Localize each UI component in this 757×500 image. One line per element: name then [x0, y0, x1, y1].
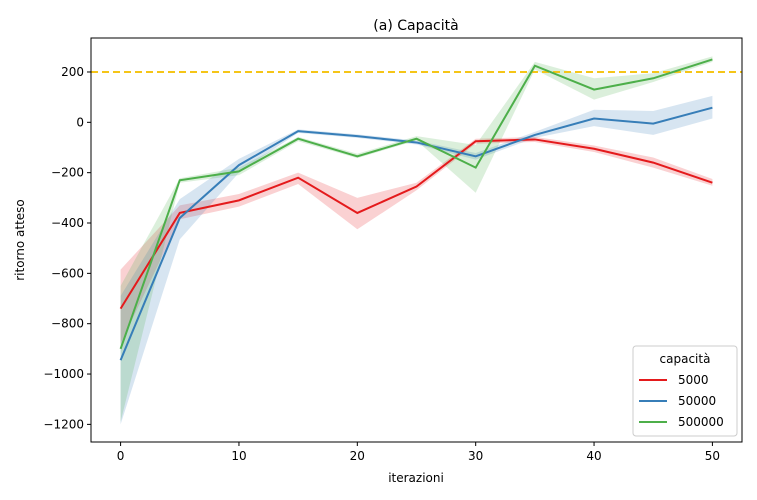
x-axis-title: iterazioni [388, 471, 444, 485]
series-line-2 [119, 58, 713, 350]
chart-title: (a) Capacità [373, 18, 458, 34]
plot-area: 0 10 20 30 40 50 −1200 −1000 −800 −600 −400 −200 0 20… [43, 37, 743, 463]
y-tick-label: −1200 [43, 417, 84, 431]
series-line-0 [119, 138, 713, 310]
x-tick-label: 30 [468, 449, 483, 463]
y-tick-label: −400 [51, 216, 84, 230]
y-tick-label: 200 [61, 65, 84, 79]
y-tick-label: −600 [51, 266, 84, 280]
legend-label-1: 50000 [678, 394, 716, 408]
plot-frame [90, 37, 743, 443]
y-tick-label: −1000 [43, 367, 84, 381]
series-band-0 [120, 136, 713, 344]
legend-label-2: 500000 [678, 415, 724, 429]
x-tick-label: 50 [705, 449, 720, 463]
y-tick-label: −200 [51, 166, 84, 180]
y-axis-title: ritorno atteso [13, 199, 27, 281]
y-tick-label: 0 [76, 115, 84, 129]
series-band-1 [120, 95, 713, 425]
x-tick-label: 40 [586, 449, 601, 463]
legend-title: capacità [660, 352, 711, 366]
x-tick-label: 0 [117, 449, 125, 463]
legend-box [632, 345, 738, 437]
legend-label-0: 5000 [678, 373, 709, 387]
series-line-1 [119, 106, 713, 361]
legend: capacità 5000 50000 500000 [632, 345, 738, 437]
x-tick-label: 20 [350, 449, 365, 463]
y-tick-label: −800 [51, 317, 84, 331]
x-tick-label: 10 [231, 449, 246, 463]
